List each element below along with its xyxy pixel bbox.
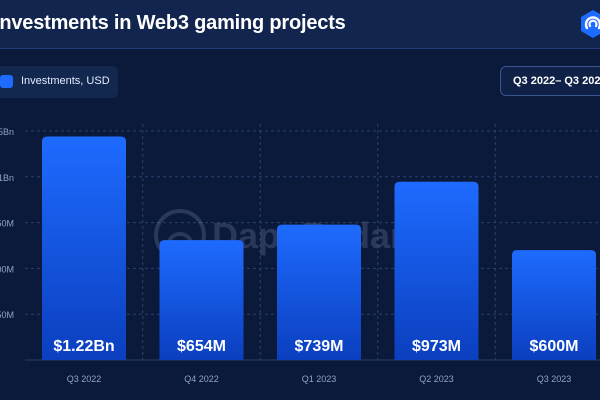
bar-value-label: $739M [295,338,344,355]
dappradar-icon [581,10,600,38]
x-tick-label: Q3 2023 [537,374,572,384]
bar[interactable] [277,224,361,360]
bar-value-label: $1.22Bn [53,338,114,355]
x-tick-label: Q3 2022 [67,374,102,384]
x-tick-label: Q1 2023 [302,374,337,384]
bar[interactable] [512,250,596,360]
chart-title: Investments in Web3 gaming projects [0,12,346,34]
bar-value-label: $654M [177,338,226,355]
x-tick-label: Q4 2022 [184,374,219,384]
y-tick-label: 750M [0,219,14,229]
header-bar: Investments in Web3 gaming projects [0,0,600,49]
bar-value-label: $600M [530,338,579,355]
y-tick-label: 500M [0,264,14,274]
period-label: Q3 2022– Q3 2023 [513,75,600,87]
x-tick-label: Q2 2023 [419,374,454,384]
period-selector[interactable]: Q3 2022– Q3 2023 [500,66,600,96]
bar[interactable] [42,136,126,360]
legend-swatch [0,75,13,88]
bar-value-label: $973M [412,338,461,355]
y-tick-label: 1.25Bn [0,127,14,137]
legend-label: Investments, USD [21,75,110,87]
bar[interactable] [159,240,244,360]
y-tick-label: 250M [0,310,14,320]
legend: Investments, USD [0,66,118,98]
y-tick-label: 1Bn [0,173,14,183]
bar[interactable] [394,181,479,360]
